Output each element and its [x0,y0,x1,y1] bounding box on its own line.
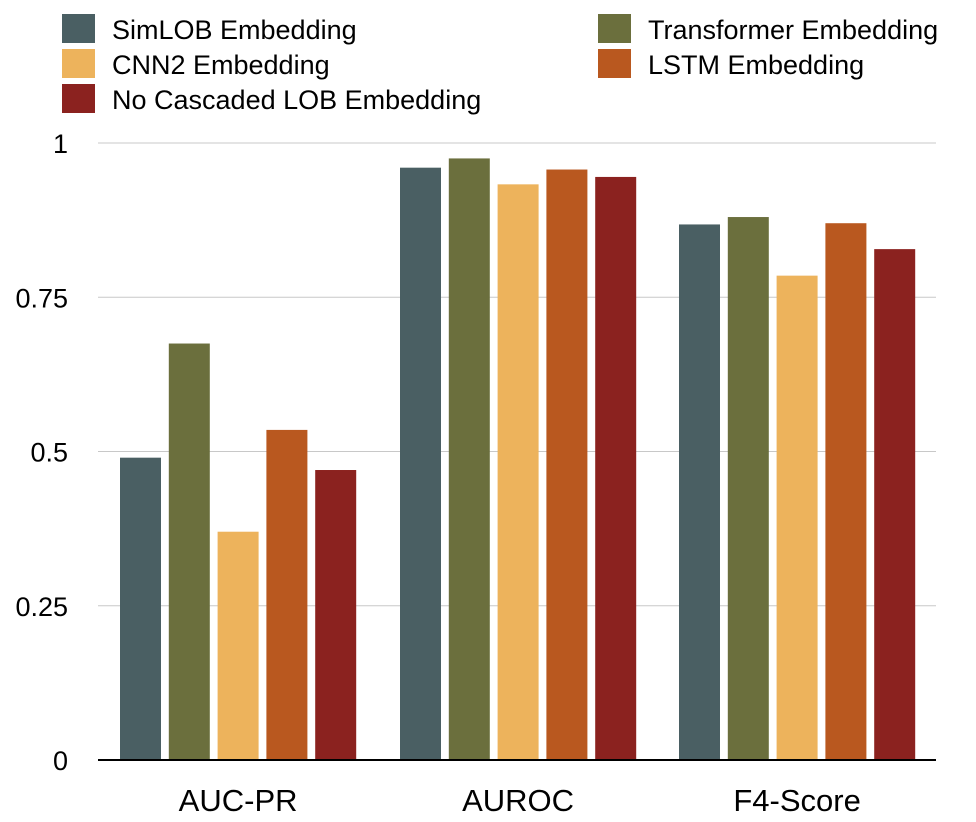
y-tick-label: 0 [53,746,68,776]
legend-label: LSTM Embedding [648,50,864,80]
y-tick-label: 0.5 [30,438,68,468]
x-tick-label: F4-Score [733,783,860,818]
bar-lstm-embedding-auc-pr [266,429,308,760]
legend-swatch [598,14,631,43]
bar-transformer-embedding-f4-score [727,217,769,761]
x-tick-label: AUROC [462,783,574,818]
bar-lstm-embedding-f4-score [825,223,867,760]
x-axis: AUC-PR AUROC F4-Score [98,759,936,818]
y-tick-label: 0.25 [15,592,68,622]
legend-item: CNN2 Embedding [62,49,330,80]
y-axis-ticks: 0 0.25 0.5 0.75 1 [15,129,68,776]
legend-item: SimLOB Embedding [62,14,357,45]
legend-item: Transformer Embedding [598,14,938,45]
bar-cnn2-embedding-f4-score [776,275,818,760]
bar-no-cascaded-lob-embedding-f4-score [874,249,916,760]
y-tick-label: 1 [53,129,68,159]
legend-swatch [62,84,95,113]
bar-simlob-embedding-f4-score [679,224,720,761]
legend: SimLOB Embedding Transformer Embedding CNN… [62,14,938,115]
legend-label: No Cascaded LOB Embedding [112,85,481,115]
bar-lstm-embedding-auroc [546,169,588,760]
bar-simlob-embedding-auroc [400,167,441,760]
legend-item: No Cascaded LOB Embedding [62,84,481,115]
legend-label: CNN2 Embedding [112,50,330,80]
legend-swatch [598,49,631,78]
legend-label: Transformer Embedding [648,15,938,45]
bar-cnn2-embedding-auc-pr [217,531,259,760]
legend-swatch [62,49,95,78]
bar-no-cascaded-lob-embedding-auroc [595,176,637,760]
bar-no-cascaded-lob-embedding-auc-pr [315,470,357,760]
legend-label: SimLOB Embedding [112,15,357,45]
y-tick-label: 0.75 [15,283,68,313]
bar-transformer-embedding-auroc [448,158,490,761]
legend-swatch [62,14,95,43]
x-tick-label: AUC-PR [179,783,298,818]
bar-cnn2-embedding-auroc [497,184,539,761]
legend-item: LSTM Embedding [598,49,864,80]
bars [120,158,916,761]
bar-transformer-embedding-auc-pr [168,343,210,760]
bar-simlob-embedding-auc-pr [120,457,161,760]
